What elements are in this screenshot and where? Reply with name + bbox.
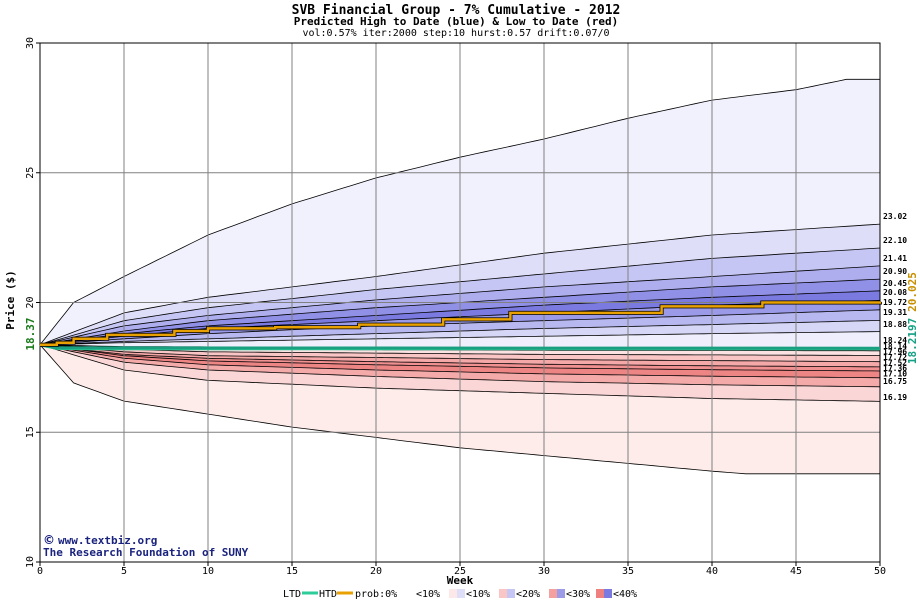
upper-end-label: 21.41 [883,254,907,263]
upper-band-2 [40,248,880,345]
y-tick-label: 30 [25,37,36,49]
x-tick-label: 50 [874,566,886,577]
legend-swatch-red [449,589,457,598]
copyright-icon: © [43,533,55,547]
chart-title: SVB Financial Group - 7% Cumulative - 20… [292,3,621,18]
chart-subtitle: Predicted High to Date (blue) & Low to D… [294,15,619,28]
upper-end-label: 19.31 [883,308,907,317]
upper-end-label: 22.10 [883,236,907,245]
legend-label: LTD [283,589,301,600]
lower-end-label: 16.75 [883,377,907,386]
upper-band-3 [40,265,880,345]
legend-swatch-red [596,589,604,598]
watermark-url: www.textbiz.org [58,534,157,547]
lower-band-5 [40,344,880,387]
watermark: www.textbiz.org © The Research Foundatio… [43,533,249,559]
x-tick-label: 45 [790,566,802,577]
x-tick-label: 30 [538,566,550,577]
x-tick-label: 15 [286,566,298,577]
x-axis-label: Week [447,574,474,587]
lower-band-2 [40,344,880,367]
lower-end-label: 17.52 [883,359,907,368]
legend-swatch-red [499,589,507,598]
lower-end-label: 17.36 [883,364,907,373]
legend-swatch-red [549,589,557,598]
plot-area: 0 5 10 15 20 25 30 35 40 45 50 10 15 20 25 30 23.02 22.10… [25,37,907,577]
legend-swatch-blue [457,589,465,598]
upper-band-1 [40,224,880,345]
lower-band-1 [40,344,880,362]
lower-end-label: 17.72 [883,353,907,362]
prob-end-label: 20.025 [906,272,919,312]
legend-label: <10% [416,589,440,600]
start-price-label: 18.37 [24,317,37,350]
legend-label: <40% [613,589,637,600]
x-tick-label: 40 [706,566,718,577]
y-tick-label: 10 [25,556,36,568]
x-tick-label: 0 [37,566,43,577]
legend-swatch-red [399,589,407,598]
y-axis-label: Price ($) [4,270,17,330]
lower-band-6 [40,344,880,402]
legend-swatch-blue [604,589,612,598]
upper-band-4 [40,279,880,345]
ltd-end-label: 18.2197 [906,318,919,364]
upper-end-label: 18.24 [883,336,907,345]
x-tick-label: 35 [622,566,634,577]
upper-end-label: 18.88 [883,320,907,329]
x-tick-label: 10 [202,566,214,577]
legend-swatch-blue [507,589,515,598]
y-tick-label: 15 [25,426,36,438]
x-tick-label: 5 [121,566,127,577]
lower-end-label: 17.10 [883,370,907,379]
lower-end-label: 18.14 [883,342,907,351]
y-tick-label: 25 [25,167,36,179]
upper-end-label: 20.08 [883,288,907,297]
upper-end-label: 19.72 [883,298,907,307]
upper-end-label: 20.90 [883,267,907,276]
x-tick-label: 25 [454,566,466,577]
legend-label: HTD [319,589,337,600]
legend-label: <30% [566,589,590,600]
y-tick-label: 20 [25,296,36,308]
series-line-prob:0% [40,301,882,347]
lower-end-label: 17.96 [883,348,907,357]
watermark-org: The Research Foundation of SUNY [43,546,249,559]
legend-label: prob:0% [355,589,397,600]
chart-params: vol:0.57% iter:2000 step:10 hurst:0.57 d… [302,28,609,39]
upper-end-label: 23.02 [883,212,907,221]
legend-swatch-blue [407,589,415,598]
legend-label: <20% [516,589,540,600]
legend-swatch-blue [557,589,565,598]
upper-band-5 [40,290,880,345]
legend-label: <10% [466,589,490,600]
lower-end-label: 16.19 [883,393,907,402]
x-tick-label: 20 [370,566,382,577]
legend: LTD HTD prob:0% <10% <20% <30% <40% <10% [283,589,637,600]
upper-end-label: 20.45 [883,279,907,288]
